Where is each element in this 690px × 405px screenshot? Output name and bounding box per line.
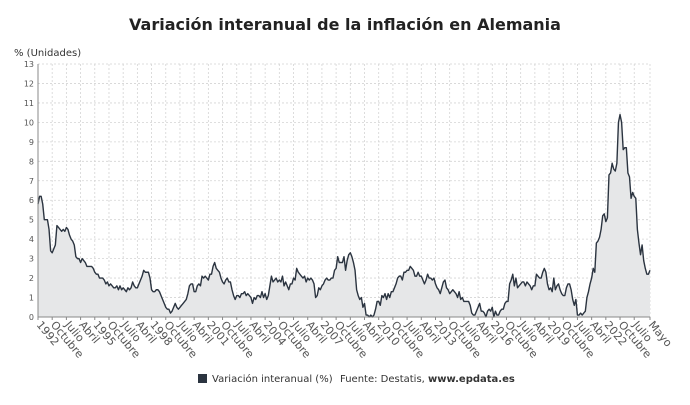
y-tick-label: 11 — [24, 99, 34, 108]
source: Fuente: Destatis, www.epdata.es — [340, 374, 515, 385]
y-tick-label: 12 — [24, 79, 34, 88]
y-axis-label: % (Unidades) — [14, 48, 81, 59]
legend-label: Variación interanual (%) — [212, 373, 333, 385]
y-tick-label: 10 — [24, 118, 34, 127]
y-tick-label: 0 — [29, 313, 34, 322]
y-tick-label: 2 — [29, 274, 34, 283]
y-tick-label: 7 — [29, 177, 34, 186]
y-tick-label: 8 — [29, 157, 34, 166]
y-tick-label: 4 — [29, 235, 34, 244]
area — [38, 114, 650, 317]
source-link: www.epdata.es — [428, 374, 515, 385]
y-tick-label: 13 — [24, 60, 34, 69]
y-tick-label: 6 — [29, 196, 34, 205]
grid — [37, 63, 651, 318]
source-text: Fuente: Destatis, — [340, 374, 425, 385]
chart-title: Variación interanual de la inflación en … — [129, 15, 561, 34]
line — [37, 113, 651, 318]
legend-swatch — [198, 374, 207, 383]
y-tick-label: 1 — [29, 294, 34, 303]
y-tick-label: 5 — [29, 216, 34, 225]
y-tick-label: 9 — [29, 138, 34, 147]
y-tick-label: 3 — [29, 255, 34, 264]
